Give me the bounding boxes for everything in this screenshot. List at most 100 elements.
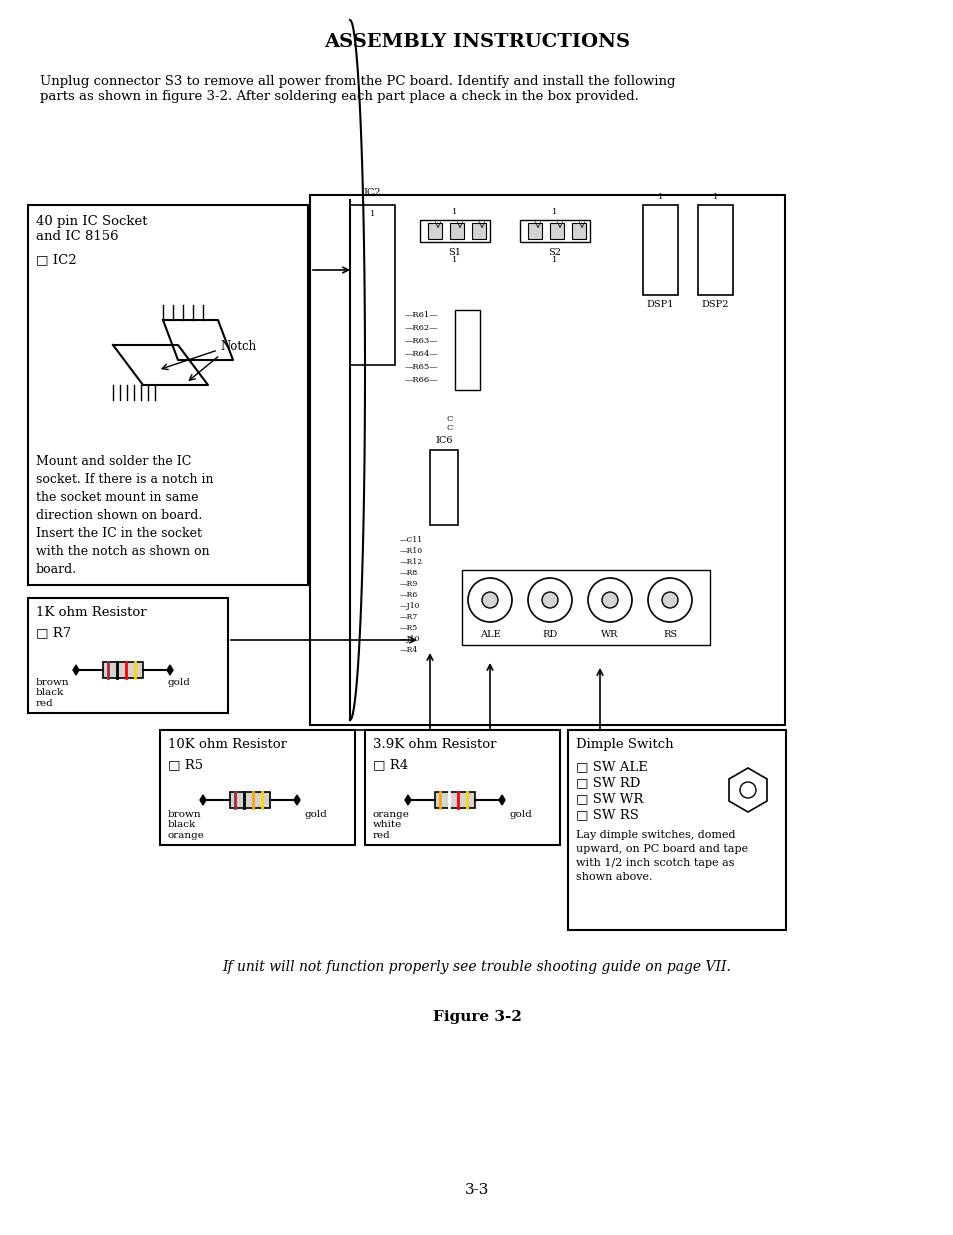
- Bar: [572, 224, 585, 240]
- Text: □ SW RS: □ SW RS: [576, 808, 639, 821]
- Polygon shape: [294, 795, 299, 805]
- Text: —R9: —R9: [399, 580, 417, 588]
- Text: □ SW ALE: □ SW ALE: [576, 760, 647, 773]
- Text: —R63—: —R63—: [405, 337, 438, 345]
- Bar: [160, 730, 355, 845]
- Text: Notch: Notch: [220, 341, 255, 353]
- Text: brown
black
red: brown black red: [36, 678, 70, 708]
- Text: □ SW RD: □ SW RD: [576, 776, 639, 789]
- Text: If unit will not function properly see trouble shooting guide on page VII.: If unit will not function properly see t…: [222, 960, 731, 974]
- Text: RD: RD: [542, 630, 558, 638]
- Text: □ R5: □ R5: [168, 758, 203, 771]
- Bar: [455, 310, 479, 390]
- Bar: [419, 220, 490, 242]
- Text: 40 pin IC Socket
and IC 8156: 40 pin IC Socket and IC 8156: [36, 215, 148, 243]
- Polygon shape: [73, 664, 79, 676]
- Bar: [642, 205, 678, 295]
- Bar: [567, 730, 785, 930]
- Circle shape: [527, 578, 572, 622]
- Circle shape: [587, 578, 631, 622]
- Bar: [310, 195, 784, 725]
- Text: DSP1: DSP1: [646, 300, 674, 309]
- Text: brown
black
orange: brown black orange: [168, 810, 205, 840]
- Text: IC6: IC6: [435, 436, 453, 445]
- Text: —R10: —R10: [399, 547, 423, 555]
- Circle shape: [740, 782, 755, 798]
- Bar: [103, 662, 143, 678]
- Text: 3.9K ohm Resistor: 3.9K ohm Resistor: [373, 739, 496, 751]
- Polygon shape: [167, 664, 172, 676]
- Text: —C11: —C11: [399, 536, 423, 543]
- Text: RS: RS: [662, 630, 677, 638]
- Text: □ IC2: □ IC2: [36, 253, 76, 266]
- Text: Mount and solder the IC
socket. If there is a notch in
the socket mount in same
: Mount and solder the IC socket. If there…: [36, 454, 213, 576]
- Bar: [230, 792, 270, 808]
- Text: —R61—: —R61—: [405, 311, 438, 319]
- Text: 1: 1: [552, 207, 558, 216]
- Text: □ SW WR: □ SW WR: [576, 792, 642, 805]
- Text: WR: WR: [600, 630, 618, 638]
- Bar: [472, 224, 485, 240]
- Bar: [435, 792, 475, 808]
- Text: 1: 1: [712, 193, 718, 201]
- Text: —R5: —R5: [399, 624, 417, 632]
- Circle shape: [647, 578, 691, 622]
- Polygon shape: [405, 795, 411, 805]
- Bar: [428, 224, 441, 240]
- Text: —R7: —R7: [399, 613, 417, 621]
- Polygon shape: [200, 795, 206, 805]
- Text: —J10: —J10: [399, 635, 420, 643]
- Text: gold: gold: [510, 810, 533, 819]
- Text: DSP2: DSP2: [701, 300, 728, 309]
- Polygon shape: [728, 768, 766, 811]
- Circle shape: [601, 592, 618, 608]
- Circle shape: [541, 592, 558, 608]
- Text: S2: S2: [548, 248, 561, 257]
- Text: ALE: ALE: [479, 630, 500, 638]
- Polygon shape: [498, 795, 504, 805]
- Text: 1K ohm Resistor: 1K ohm Resistor: [36, 606, 147, 619]
- Text: —R62—: —R62—: [405, 324, 438, 332]
- Text: —R66—: —R66—: [405, 375, 438, 384]
- Text: —R12: —R12: [399, 558, 423, 566]
- Text: —R65—: —R65—: [405, 363, 438, 370]
- Text: Figure 3-2: Figure 3-2: [432, 1010, 521, 1024]
- Text: Lay dimple switches, domed
upward, on PC board and tape
with 1/2 inch scotch tap: Lay dimple switches, domed upward, on PC…: [576, 830, 747, 882]
- Circle shape: [481, 592, 497, 608]
- Text: IC2: IC2: [363, 188, 381, 198]
- Bar: [550, 224, 563, 240]
- Text: 1: 1: [452, 207, 457, 216]
- Bar: [698, 205, 732, 295]
- Bar: [430, 450, 457, 525]
- Bar: [365, 730, 559, 845]
- Text: 1: 1: [552, 256, 558, 264]
- Text: —R8: —R8: [399, 569, 417, 577]
- Text: □ R4: □ R4: [373, 758, 408, 771]
- Text: —R6: —R6: [399, 592, 417, 599]
- Text: ASSEMBLY INSTRUCTIONS: ASSEMBLY INSTRUCTIONS: [324, 33, 629, 51]
- Circle shape: [468, 578, 512, 622]
- Text: C
C: C C: [446, 415, 453, 432]
- Text: gold: gold: [168, 678, 191, 687]
- Text: 10K ohm Resistor: 10K ohm Resistor: [168, 739, 287, 751]
- Text: Dimple Switch: Dimple Switch: [576, 739, 673, 751]
- Text: —J10: —J10: [399, 601, 420, 610]
- Bar: [350, 205, 395, 366]
- Bar: [519, 220, 589, 242]
- Text: —R4: —R4: [399, 646, 417, 655]
- Text: —R64—: —R64—: [405, 350, 438, 358]
- Circle shape: [661, 592, 678, 608]
- Text: 1: 1: [452, 256, 457, 264]
- Text: Unplug connector S3 to remove all power from the PC board. Identify and install : Unplug connector S3 to remove all power …: [40, 75, 675, 103]
- Text: 1: 1: [370, 210, 375, 219]
- Bar: [461, 571, 709, 645]
- Text: 3-3: 3-3: [464, 1183, 489, 1197]
- Text: S1: S1: [448, 248, 461, 257]
- Bar: [527, 224, 541, 240]
- Bar: [28, 598, 228, 713]
- Text: 1: 1: [658, 193, 662, 201]
- Bar: [450, 224, 463, 240]
- Text: □ R7: □ R7: [36, 626, 71, 638]
- Text: gold: gold: [305, 810, 328, 819]
- Bar: [28, 205, 308, 585]
